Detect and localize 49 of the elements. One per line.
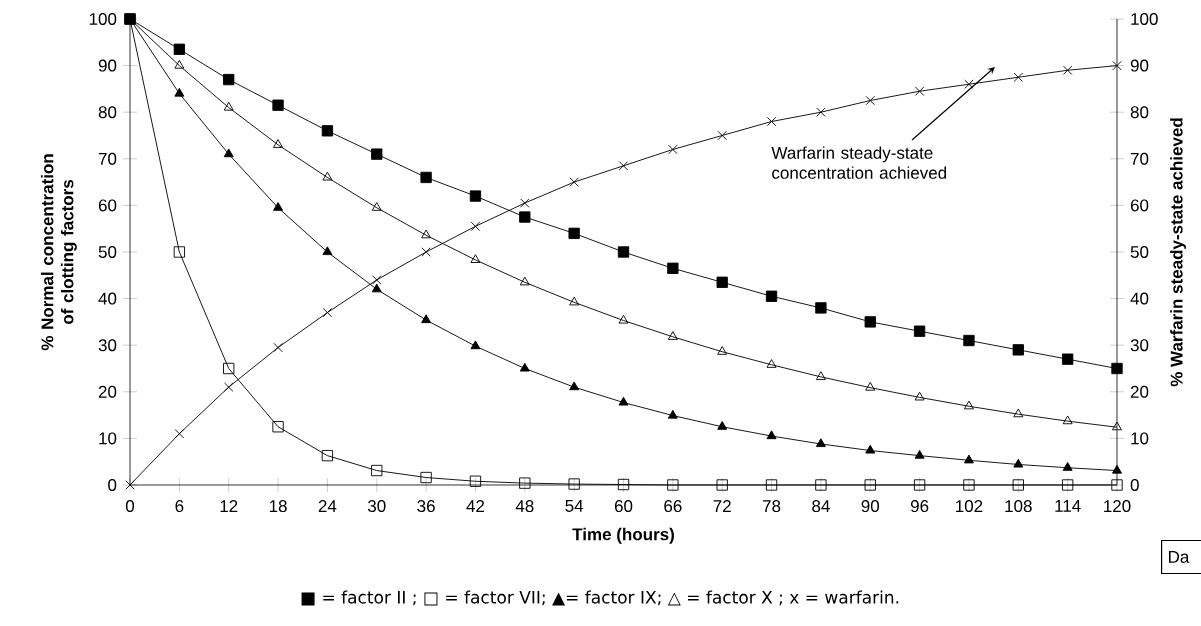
y2-tick-label: 40 <box>1130 292 1149 305</box>
x-tick-label: 36 <box>417 500 435 513</box>
y-tick-label: 90 <box>98 59 117 72</box>
x-tick-label: 24 <box>318 500 337 512</box>
y-tick-label: 10 <box>99 432 117 445</box>
x-tick-label: 90 <box>861 500 880 513</box>
y2-tick-label: 70 <box>1130 152 1149 165</box>
x-tick-label: 108 <box>1005 500 1032 513</box>
y-tick-label: 70 <box>98 152 117 165</box>
y2-tick-label: 0 <box>1130 478 1139 491</box>
y-tick-label: 100 <box>89 12 117 25</box>
x-tick-label: 78 <box>762 500 781 513</box>
x-tick-label: 66 <box>664 500 682 513</box>
annotation: Warfarin steady-state concentration achieved <box>771 146 947 179</box>
x-tick-label: 60 <box>614 500 633 513</box>
y-tick-label: 60 <box>98 199 117 212</box>
x-tick-label: 114 <box>1055 500 1081 512</box>
x-tick-label: 12 <box>220 500 238 512</box>
y-tick-label: 20 <box>98 385 117 398</box>
x-tick-label: 96 <box>910 500 929 513</box>
y2-axis-title: % Warfarin steady-state achieved <box>1170 118 1186 387</box>
text: Da <box>1168 551 1190 563</box>
y-tick-label: 40 <box>98 292 117 305</box>
y2-tick-label: 30 <box>1130 339 1149 352</box>
x-axis-title: Time (hours) <box>572 527 674 544</box>
x-tick-label: 6 <box>175 500 184 513</box>
x-tick-label: 120 <box>1104 500 1131 513</box>
y2-tick-label: 90 <box>1130 59 1149 72</box>
x-tick-label: 72 <box>713 500 731 512</box>
y2-tick-label: 100 <box>1131 12 1158 25</box>
y2-tick-label: 20 <box>1130 385 1149 398</box>
y-tick-label: 30 <box>98 339 117 352</box>
x-tick-label: 42 <box>466 500 485 512</box>
text: ■ = factor II ; □ = factor VII; ▲= factor IX; △ = factor X ; x = warfarin. <box>301 590 899 606</box>
y2-tick-label: 50 <box>1130 245 1149 258</box>
y2-tick-label: 60 <box>1130 199 1149 212</box>
x-tick-label: 30 <box>367 500 386 513</box>
x-tick-label: 54 <box>565 500 584 512</box>
y-axis-title: % Normal concentration of clotting factors <box>40 154 77 351</box>
y-tick-label: 0 <box>108 478 117 491</box>
x-tick-label: 0 <box>125 500 135 513</box>
x-tick-label: 102 <box>956 500 983 513</box>
y2-tick-label: 10 <box>1131 432 1149 445</box>
y-tick-label: 50 <box>98 245 117 258</box>
x-tick-label: 48 <box>515 500 534 513</box>
y-tick-label: 80 <box>98 106 117 119</box>
x-tick-label: 84 <box>812 500 830 513</box>
y2-tick-label: 80 <box>1130 106 1149 119</box>
x-tick-label: 18 <box>269 500 287 513</box>
